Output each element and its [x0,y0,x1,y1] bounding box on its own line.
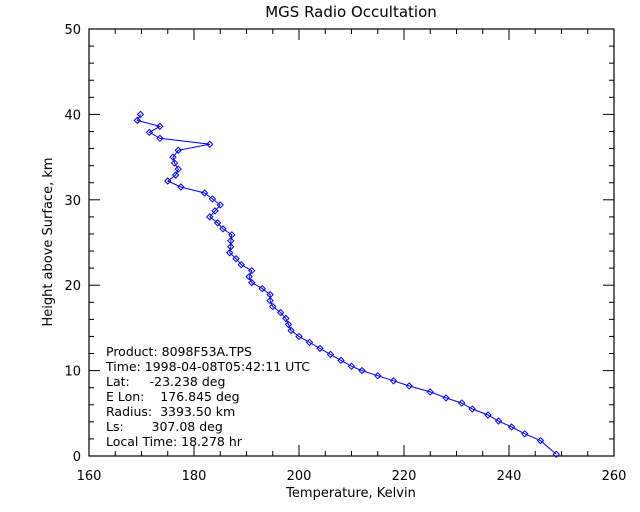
y-tick-label: 10 [64,365,81,380]
y-axis-label: Height above Surface, km [41,157,56,326]
data-point-marker [245,272,253,281]
data-point-marker [552,450,560,458]
data-point-marker [174,165,182,173]
data-point-marker [266,296,274,305]
data-point-marker [374,372,382,380]
data-point-marker [269,302,277,311]
data-point-marker [347,362,356,371]
data-point-marker [216,201,224,209]
x-tick-label: 200 [287,469,312,484]
y-tick-label: 20 [64,279,81,294]
data-point-marker [494,417,503,425]
axes [88,28,615,457]
data-point-marker [287,326,295,335]
data-point-marker [468,405,476,413]
data-point-marker [426,388,434,396]
data-point-marker [536,436,545,445]
data-point-marker [225,249,234,257]
data-point-marker [169,153,177,161]
y-tick-label: 50 [64,23,81,38]
data-point-marker [248,266,256,275]
x-tick-label: 160 [77,469,102,484]
observation-info: Product: 8098F53A.TPS Time: 1998-04-08T0… [105,344,310,449]
info-time: Time: 1998-04-08T05:42:11 UTC [105,359,310,374]
data-point-marker [177,183,185,191]
data-point-marker [295,332,303,341]
data-point-marker [458,399,466,407]
data-point-marker [171,171,180,179]
x-tick-label: 180 [182,469,207,484]
data-point-marker [211,207,219,215]
data-point-marker [145,128,154,137]
data-point-marker [136,110,145,119]
chart-title: MGS Radio Occultation [265,3,437,21]
data-point-marker [442,394,450,402]
x-tick-label: 240 [497,469,522,484]
data-point-marker [156,134,164,143]
info-product: Product: 8098F53A.TPS [106,344,252,359]
data-point-marker [337,356,345,365]
info-ls: Ls: 307.08 deg [106,419,223,434]
data-point-marker [170,159,179,167]
data-point-marker [133,116,142,125]
data-point-marker [248,278,256,287]
data-point-marker [200,189,209,197]
data-point-marker [164,177,172,185]
info-elon: E Lon: 176.845 deg [106,389,240,404]
data-point-marker [405,382,413,390]
data-point-marker [326,350,335,359]
data-point-marker [232,255,240,263]
data-point-marker [282,314,290,323]
x-tick-label: 260 [602,469,627,484]
tick-labels: 160 180 200 220 240 260 0 10 20 30 40 50 [64,23,626,484]
y-tick-label: 0 [73,450,81,465]
data-point-marker [206,213,214,221]
data-point-marker [206,140,214,148]
x-tick-label: 220 [392,469,417,484]
info-radius: Radius: 3393.50 km [106,404,235,419]
series-group [133,110,560,458]
data-point-marker [507,423,516,431]
data-point-marker [258,284,266,293]
info-local-time: Local Time: 18.278 hr [106,434,243,449]
data-point-marker [484,411,492,419]
data-point-marker [276,308,285,317]
data-point-marker [174,146,182,154]
data-point-marker [358,366,366,375]
data-point-marker [156,122,164,131]
data-point-marker [305,338,314,347]
y-tick-label: 40 [64,108,81,123]
data-point-marker [284,320,293,329]
data-point-marker [316,344,324,353]
info-lat: Lat: -23.238 deg [106,374,225,389]
y-tick-label: 30 [64,194,81,209]
data-point-marker [521,430,529,438]
x-axis-label: Temperature, Kelvin [285,486,416,501]
data-point-marker [219,225,227,233]
data-point-marker [227,243,235,251]
data-point-marker [389,377,398,385]
data-point-marker [228,231,236,239]
data-point-marker [213,219,222,227]
data-point-marker [237,260,245,269]
data-point-marker [208,195,217,203]
